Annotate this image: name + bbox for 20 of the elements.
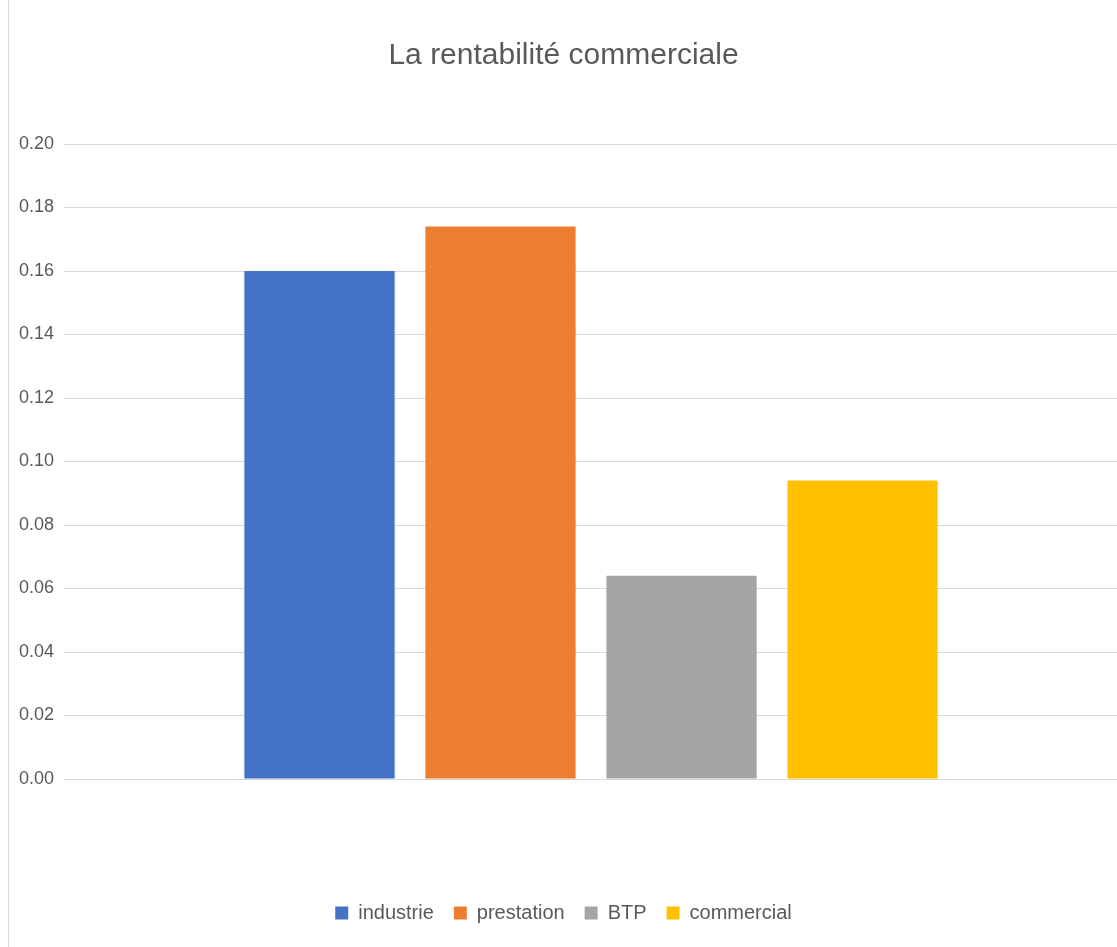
bar: [425, 226, 576, 779]
y-tick-label: 0.00: [18, 767, 55, 788]
y-tick-label: 0.18: [18, 196, 55, 217]
bar: [244, 271, 395, 779]
bar: [606, 575, 757, 779]
y-tick-label: 0.02: [18, 704, 55, 725]
y-tick-label: 0.06: [18, 577, 55, 598]
legend-label: prestation: [476, 900, 565, 923]
y-tick-label: 0.10: [18, 450, 55, 471]
y-tick-label: 0.20: [18, 132, 55, 153]
y-tick-label: 0.08: [18, 513, 55, 534]
legend-label: BTP: [607, 900, 647, 923]
chart-title: La rentabilité commerciale: [388, 37, 739, 71]
y-tick-label: 0.14: [18, 323, 55, 344]
y-tick-label: 0.12: [18, 386, 55, 407]
legend-label: commercial: [689, 900, 792, 923]
y-tick-label: 0.04: [18, 640, 55, 661]
bar: [787, 480, 938, 779]
y-tick-label: 0.16: [18, 259, 55, 280]
legend-label: industrie: [358, 900, 434, 923]
